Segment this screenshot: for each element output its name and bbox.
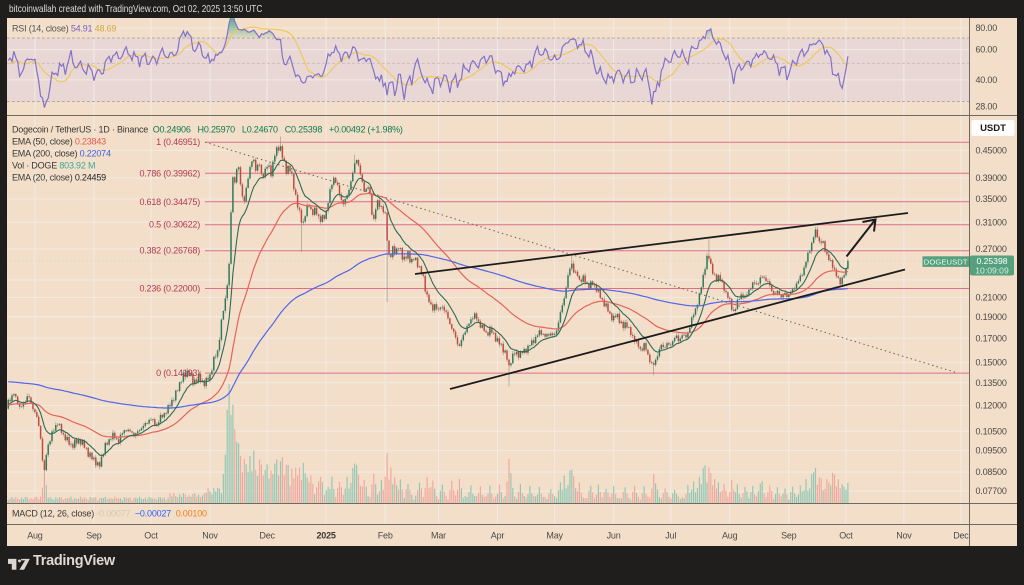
svg-text:0.15000: 0.15000 xyxy=(976,357,1007,367)
svg-text:0.618 (0.34475): 0.618 (0.34475) xyxy=(139,197,200,207)
svg-text:Nov: Nov xyxy=(896,531,912,541)
svg-text:Mar: Mar xyxy=(431,531,446,541)
svg-text:Apr: Apr xyxy=(491,531,505,541)
svg-text:80.00: 80.00 xyxy=(976,23,998,33)
svg-text:Dogecoin / TetherUS · 1D · Bin: Dogecoin / TetherUS · 1D · Binance O0.24… xyxy=(12,125,403,135)
svg-text:0.39000: 0.39000 xyxy=(976,173,1007,183)
svg-text:0.07700: 0.07700 xyxy=(976,486,1007,496)
svg-text:Sep: Sep xyxy=(781,531,797,541)
svg-text:Aug: Aug xyxy=(27,531,43,541)
svg-text:0.21000: 0.21000 xyxy=(976,293,1007,303)
svg-text:0.25398: 0.25398 xyxy=(976,256,1007,266)
svg-text:0.17000: 0.17000 xyxy=(976,333,1007,343)
svg-text:EMA (200, close) 0.22074: EMA (200, close) 0.22074 xyxy=(12,149,111,159)
svg-text:Sep: Sep xyxy=(86,531,102,541)
svg-text:DOGEUSDT: DOGEUSDT xyxy=(924,257,968,266)
svg-text:MACD (12, 26, close) -0.00077: MACD (12, 26, close) -0.00077 −0.00027 0… xyxy=(12,509,207,519)
svg-text:0 (0.14193): 0 (0.14193) xyxy=(156,368,200,378)
svg-text:60.00: 60.00 xyxy=(976,45,998,55)
svg-text:0.19000: 0.19000 xyxy=(976,312,1007,322)
svg-text:EMA (20, close) 0.24459: EMA (20, close) 0.24459 xyxy=(12,173,106,183)
svg-text:40.00: 40.00 xyxy=(976,75,998,85)
svg-text:28.00: 28.00 xyxy=(976,102,998,112)
svg-text:Feb: Feb xyxy=(378,531,393,541)
svg-text:May: May xyxy=(546,531,563,541)
svg-text:0.236 (0.22000): 0.236 (0.22000) xyxy=(139,284,200,294)
svg-text:RSI (14, close) 54.91 48.69: RSI (14, close) 54.91 48.69 xyxy=(12,24,116,34)
svg-text:0.08500: 0.08500 xyxy=(976,467,1007,477)
svg-text:0.382 (0.26768): 0.382 (0.26768) xyxy=(139,246,200,256)
svg-text:Jul: Jul xyxy=(665,531,676,541)
svg-text:10:09:09: 10:09:09 xyxy=(975,265,1009,275)
svg-text:0.13500: 0.13500 xyxy=(976,378,1007,388)
svg-text:1 (0.46951): 1 (0.46951) xyxy=(156,137,200,147)
svg-text:0.09500: 0.09500 xyxy=(976,446,1007,456)
svg-text:0.10500: 0.10500 xyxy=(976,426,1007,436)
svg-text:0.12000: 0.12000 xyxy=(976,401,1007,411)
svg-text:Aug: Aug xyxy=(722,531,738,541)
svg-text:Vol · DOGE 803.92 M: Vol · DOGE 803.92 M xyxy=(12,161,95,171)
svg-text:0.786 (0.39962): 0.786 (0.39962) xyxy=(139,168,200,178)
svg-text:0.5 (0.30622): 0.5 (0.30622) xyxy=(149,220,200,230)
svg-text:Dec: Dec xyxy=(953,531,969,541)
svg-text:0.31000: 0.31000 xyxy=(976,217,1007,227)
svg-text:Jun: Jun xyxy=(607,531,621,541)
svg-text:EMA (50, close) 0.23843: EMA (50, close) 0.23843 xyxy=(12,137,106,147)
svg-text:0.35000: 0.35000 xyxy=(976,194,1007,204)
svg-text:Oct: Oct xyxy=(144,531,158,541)
svg-text:USDT: USDT xyxy=(980,123,1006,134)
svg-text:0.27000: 0.27000 xyxy=(976,244,1007,254)
svg-text:2025: 2025 xyxy=(316,531,335,541)
svg-text:Oct: Oct xyxy=(839,531,853,541)
svg-text:0.45000: 0.45000 xyxy=(976,145,1007,155)
svg-text:Dec: Dec xyxy=(259,531,275,541)
svg-text:Nov: Nov xyxy=(202,531,218,541)
